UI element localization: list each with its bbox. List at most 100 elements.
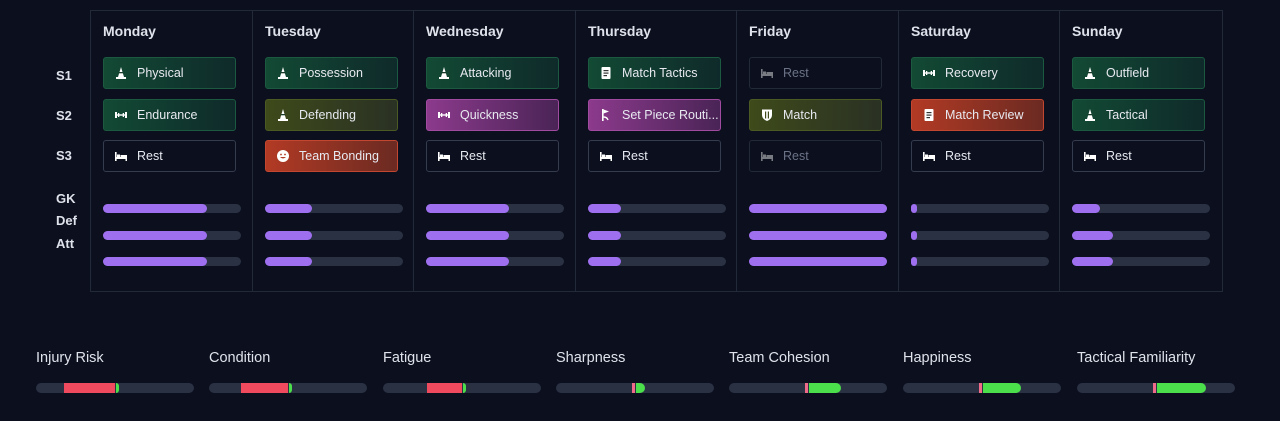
intensity-bar-def xyxy=(1072,231,1210,240)
session-slot-s2[interactable]: Quickness xyxy=(426,99,559,131)
row-label-s2: S2 xyxy=(56,108,72,123)
row-label-s3: S3 xyxy=(56,148,72,163)
weekly-schedule-grid: Monday Physical Endurance Rest Tuesday Posses… xyxy=(90,10,1223,292)
metric-label: Team Cohesion xyxy=(729,350,830,366)
metric-track xyxy=(209,383,367,393)
day-column-sunday: Sunday Outfield Tactical Rest xyxy=(1060,11,1220,291)
intensity-bar-fill xyxy=(749,204,887,213)
flag-icon xyxy=(599,108,613,122)
intensity-bar-def xyxy=(265,231,403,240)
intensity-bar-fill xyxy=(103,257,207,266)
session-label: Attacking xyxy=(460,66,512,80)
session-label: Rest xyxy=(460,149,486,163)
intensity-bar-def xyxy=(749,231,887,240)
metric-label: Condition xyxy=(209,350,271,366)
session-slot-s2[interactable]: Match xyxy=(749,99,882,131)
intensity-bar-fill xyxy=(265,204,312,213)
session-slot-s3[interactable]: Rest xyxy=(749,140,882,172)
day-name: Thursday xyxy=(588,23,652,39)
intensity-bar-fill xyxy=(911,231,917,240)
metric-increase-segment xyxy=(636,383,646,393)
intensity-bar-gk xyxy=(911,204,1049,213)
intensity-bar-gk xyxy=(749,204,887,213)
intensity-bar-def xyxy=(103,231,241,240)
intensity-bar-fill xyxy=(265,231,312,240)
session-slot-s1[interactable]: Outfield xyxy=(1072,57,1205,89)
metric-sharpness: Sharpness xyxy=(556,350,714,393)
metric-track xyxy=(729,383,887,393)
session-slot-s3[interactable]: Rest xyxy=(588,140,721,172)
metric-condition: Condition xyxy=(209,350,367,393)
intensity-bar-fill xyxy=(911,204,917,213)
session-slot-s2[interactable]: Endurance xyxy=(103,99,236,131)
cone-icon xyxy=(276,108,290,122)
session-slot-s3[interactable]: Rest xyxy=(426,140,559,172)
metric-label: Sharpness xyxy=(556,350,626,366)
session-slot-s1[interactable]: Physical xyxy=(103,57,236,89)
session-slot-s3[interactable]: Rest xyxy=(911,140,1044,172)
metric-track xyxy=(556,383,714,393)
session-slot-s2[interactable]: Defending xyxy=(265,99,398,131)
row-label-gk: GK xyxy=(56,191,76,206)
day-column-thursday: Thursday Match Tactics Set Piece Routi... R… xyxy=(576,11,737,291)
bed-icon xyxy=(437,149,451,163)
day-name: Sunday xyxy=(1072,23,1123,39)
day-name: Tuesday xyxy=(265,23,321,39)
session-label: Rest xyxy=(1106,149,1132,163)
session-label: Match Review xyxy=(945,108,1024,122)
intensity-bar-def xyxy=(426,231,564,240)
session-slot-s1[interactable]: Possession xyxy=(265,57,398,89)
session-label: Endurance xyxy=(137,108,198,122)
session-label: Outfield xyxy=(1106,66,1150,80)
day-column-wednesday: Wednesday Attacking Quickness Rest xyxy=(414,11,576,291)
cone-icon xyxy=(276,66,290,80)
session-slot-s3[interactable]: Rest xyxy=(103,140,236,172)
session-label: Rest xyxy=(945,149,971,163)
session-label: Rest xyxy=(137,149,163,163)
intensity-bar-def xyxy=(588,231,726,240)
session-label: Recovery xyxy=(945,66,998,80)
intensity-bar-gk xyxy=(426,204,564,213)
cone-icon xyxy=(437,66,451,80)
metric-tactical-familiarity: Tactical Familiarity xyxy=(1077,350,1235,393)
metric-label: Happiness xyxy=(903,350,972,366)
intensity-bar-att xyxy=(426,257,564,266)
intensity-bar-fill xyxy=(1072,231,1114,240)
session-label: Physical xyxy=(137,66,184,80)
session-slot-s1[interactable]: Attacking xyxy=(426,57,559,89)
cone-icon xyxy=(1083,108,1097,122)
intensity-bar-fill xyxy=(588,231,622,240)
session-slot-s3[interactable]: Rest xyxy=(1072,140,1205,172)
row-label-s1: S1 xyxy=(56,68,72,83)
bed-icon xyxy=(760,66,774,80)
clipboard-icon xyxy=(922,108,936,122)
bed-icon xyxy=(114,149,128,163)
session-slot-s2[interactable]: Match Review xyxy=(911,99,1044,131)
intensity-bar-att xyxy=(588,257,726,266)
session-slot-s1[interactable]: Match Tactics xyxy=(588,57,721,89)
session-slot-s2[interactable]: Tactical xyxy=(1072,99,1205,131)
metric-increase-segment xyxy=(116,383,120,393)
session-slot-s2[interactable]: Set Piece Routi... xyxy=(588,99,721,131)
intensity-bar-fill xyxy=(265,257,312,266)
metric-label: Injury Risk xyxy=(36,350,104,366)
metric-track xyxy=(903,383,1061,393)
dumbbell-icon xyxy=(922,66,936,80)
intensity-bar-att xyxy=(1072,257,1210,266)
session-slot-s3[interactable]: Team Bonding xyxy=(265,140,398,172)
session-slot-s1[interactable]: Rest xyxy=(749,57,882,89)
session-label: Match xyxy=(783,108,818,122)
metric-track xyxy=(36,383,194,393)
day-column-tuesday: Tuesday Possession Defending Team Bonding xyxy=(253,11,414,291)
bed-icon xyxy=(760,149,774,163)
session-slot-s1[interactable]: Recovery xyxy=(911,57,1044,89)
metric-label: Fatigue xyxy=(383,350,432,366)
metric-decrease-segment xyxy=(240,383,288,393)
session-label: Team Bonding xyxy=(299,149,379,163)
metric-increase-segment xyxy=(463,383,467,393)
intensity-bar-fill xyxy=(749,257,887,266)
intensity-bar-gk xyxy=(103,204,241,213)
intensity-bar-att xyxy=(103,257,241,266)
metric-increase-segment xyxy=(983,383,1021,393)
intensity-bar-fill xyxy=(911,257,917,266)
